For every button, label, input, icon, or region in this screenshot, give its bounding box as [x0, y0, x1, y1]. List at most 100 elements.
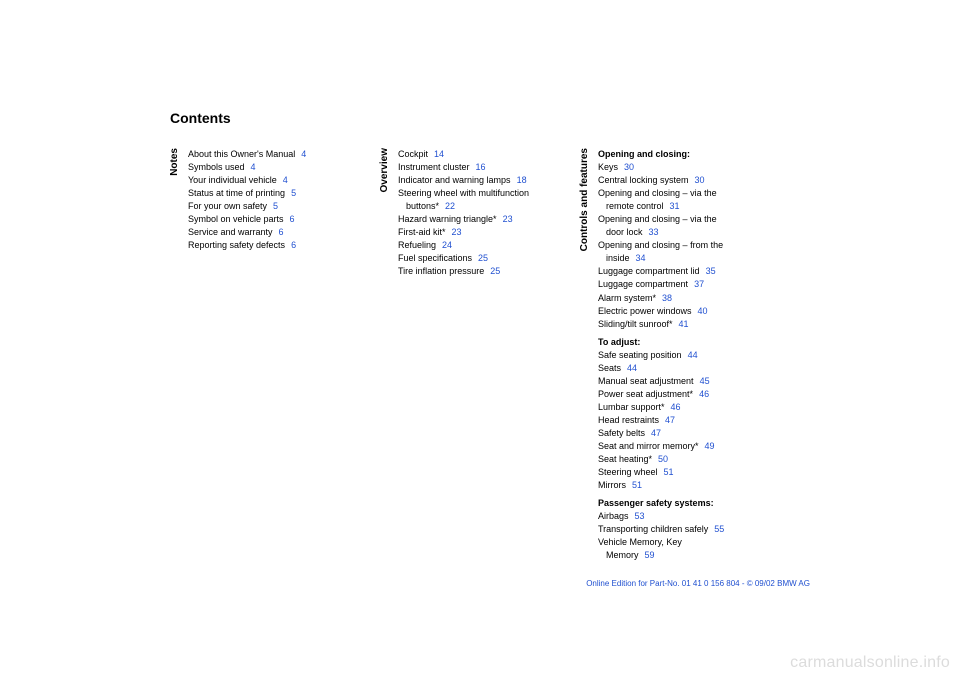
entry-text: Opening and closing – from the [598, 240, 723, 250]
entry-text: Alarm system* [598, 293, 656, 303]
entry-text: buttons* [406, 201, 439, 211]
toc-entry: Opening and closing – via the [598, 213, 724, 226]
page-content: Contents NotesAbout this Owner's Manual4… [0, 0, 960, 562]
entry-page-link[interactable]: 23 [452, 227, 462, 237]
entry-page-link[interactable]: 4 [283, 175, 288, 185]
toc-entry: Tire inflation pressure25 [398, 265, 529, 278]
toc-entry: door lock33 [598, 226, 724, 239]
toc-entry: Instrument cluster16 [398, 161, 529, 174]
entry-text: remote control [606, 201, 664, 211]
entry-text: inside [606, 253, 630, 263]
entry-page-link[interactable]: 35 [706, 266, 716, 276]
entry-text: Cockpit [398, 149, 428, 159]
entry-text: Head restraints [598, 415, 659, 425]
entry-page-link[interactable]: 6 [279, 227, 284, 237]
toc-entry: For your own safety 5 [188, 200, 306, 213]
entry-page-link[interactable]: 33 [649, 227, 659, 237]
toc-entry: Seat heating*50 [598, 453, 724, 466]
entry-page-link[interactable]: 37 [694, 279, 704, 289]
entries-list: About this Owner's Manual4Symbols used4Y… [188, 148, 306, 252]
group-title: Passenger safety systems: [598, 497, 724, 510]
entry-page-link[interactable]: 18 [517, 175, 527, 185]
toc-entry: Head restraints 47 [598, 414, 724, 427]
section-label: Overview [380, 148, 390, 194]
toc-entry: Seats 44 [598, 362, 724, 375]
entry-page-link[interactable]: 59 [645, 550, 655, 560]
entry-text: About this Owner's Manual [188, 149, 295, 159]
entry-page-link[interactable]: 46 [699, 389, 709, 399]
entry-page-link[interactable]: 5 [273, 201, 278, 211]
watermark-text: carmanualsonline.info [790, 654, 950, 672]
entry-page-link[interactable]: 47 [651, 428, 661, 438]
entry-text: Safe seating position [598, 350, 682, 360]
entry-page-link[interactable]: 14 [434, 149, 444, 159]
toc-entry: Symbols used 4 [188, 161, 306, 174]
entry-page-link[interactable]: 25 [478, 253, 488, 263]
entry-text: Steering wheel with multifunction [398, 188, 529, 198]
entry-text: Safety belts [598, 428, 645, 438]
toc-entry: Hazard warning triangle*23 [398, 213, 529, 226]
toc-entry: Lumbar support* 46 [598, 401, 724, 414]
entry-page-link[interactable]: 47 [665, 415, 675, 425]
toc-entry: Safe seating position 44 [598, 349, 724, 362]
toc-entry: Refueling24 [398, 239, 529, 252]
entry-text: Airbags [598, 511, 629, 521]
entry-page-link[interactable]: 44 [627, 363, 637, 373]
toc-entry: Your individual vehicle 4 [188, 174, 306, 187]
entry-page-link[interactable]: 40 [698, 306, 708, 316]
entry-page-link[interactable]: 4 [301, 149, 306, 159]
entry-text: Memory [606, 550, 639, 560]
entry-page-link[interactable]: 51 [632, 480, 642, 490]
toc-entry: Keys30 [598, 161, 724, 174]
entry-page-link[interactable]: 24 [442, 240, 452, 250]
entry-text: Seats [598, 363, 621, 373]
entry-text: Symbol on vehicle parts [188, 214, 284, 224]
entry-text: Your individual vehicle [188, 175, 277, 185]
entry-page-link[interactable]: 25 [490, 266, 500, 276]
entry-text: Reporting safety defects [188, 240, 285, 250]
toc-entry: Service and warranty6 [188, 226, 306, 239]
entry-page-link[interactable]: 49 [705, 441, 715, 451]
entry-page-link[interactable]: 51 [664, 467, 674, 477]
entry-page-link[interactable]: 16 [476, 162, 486, 172]
section-label: Controls and features [580, 148, 590, 253]
toc-entry: Cockpit 14 [398, 148, 529, 161]
toc-column: NotesAbout this Owner's Manual4Symbols u… [170, 148, 380, 562]
entry-text: Steering wheel [598, 467, 658, 477]
entry-text: Vehicle Memory, Key [598, 537, 682, 547]
entry-page-link[interactable]: 41 [679, 319, 689, 329]
entry-page-link[interactable]: 53 [635, 511, 645, 521]
entry-page-link[interactable]: 22 [445, 201, 455, 211]
entry-page-link[interactable]: 6 [290, 214, 295, 224]
entry-page-link[interactable]: 55 [714, 524, 724, 534]
entry-page-link[interactable]: 30 [624, 162, 634, 172]
entry-page-link[interactable]: 44 [688, 350, 698, 360]
entry-text: Power seat adjustment* [598, 389, 693, 399]
entry-page-link[interactable]: 38 [662, 293, 672, 303]
entry-text: Status at time of printing [188, 188, 285, 198]
group-title: Opening and closing: [598, 148, 724, 161]
toc-entry: Manual seat adjustment45 [598, 375, 724, 388]
entry-page-link[interactable]: 50 [658, 454, 668, 464]
entry-page-link[interactable]: 34 [636, 253, 646, 263]
toc-entry: Fuel specifications25 [398, 252, 529, 265]
entry-text: Symbols used [188, 162, 245, 172]
toc-entry: Alarm system* 38 [598, 292, 724, 305]
toc-entry: Electric power windows40 [598, 305, 724, 318]
entry-page-link[interactable]: 45 [700, 376, 710, 386]
entry-page-link[interactable]: 6 [291, 240, 296, 250]
toc-entry: Safety belts 47 [598, 427, 724, 440]
entry-page-link[interactable]: 30 [695, 175, 705, 185]
entry-page-link[interactable]: 31 [670, 201, 680, 211]
entry-page-link[interactable]: 5 [291, 188, 296, 198]
toc-entry: Power seat adjustment* 46 [598, 388, 724, 401]
entry-text: Lumbar support* [598, 402, 665, 412]
entry-text: Seat and mirror memory* [598, 441, 699, 451]
toc-entry: Luggage compartment lid35 [598, 265, 724, 278]
entry-text: Indicator and warning lamps [398, 175, 511, 185]
entry-page-link[interactable]: 23 [503, 214, 513, 224]
entry-page-link[interactable]: 4 [251, 162, 256, 172]
entry-page-link[interactable]: 46 [671, 402, 681, 412]
toc-entry: Sliding/tilt sunroof*41 [598, 318, 724, 331]
entry-text: For your own safety [188, 201, 267, 211]
